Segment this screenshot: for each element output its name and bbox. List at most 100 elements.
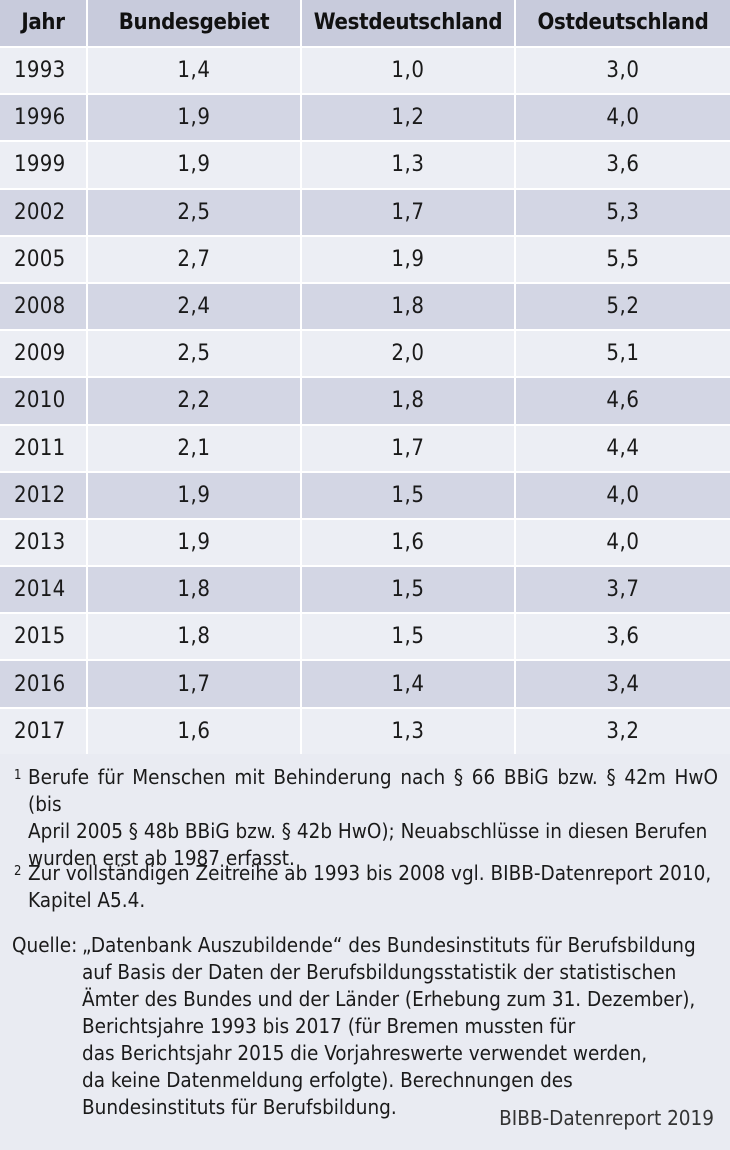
cell-jahr: 2005 bbox=[0, 236, 88, 282]
cell-bundesgebiet: 1,4 bbox=[88, 48, 302, 94]
cell-jahr: 2009 bbox=[0, 331, 88, 377]
header-jahr: Jahr bbox=[0, 0, 88, 46]
cell-westdeutschland: 1,9 bbox=[302, 236, 516, 282]
cell-bundesgebiet: 1,8 bbox=[88, 614, 302, 660]
table-row: 2008 2,4 1,8 5,2 bbox=[0, 281, 730, 330]
cell-bundesgebiet: 1,9 bbox=[88, 95, 302, 141]
cell-bundesgebiet: 2,4 bbox=[88, 283, 302, 330]
table-row: 1993 1,4 1,0 3,0 bbox=[0, 46, 730, 94]
cell-bundesgebiet: 1,9 bbox=[88, 142, 302, 188]
table-row: 1996 1,9 1,2 4,0 bbox=[0, 93, 730, 141]
cell-jahr: 2014 bbox=[0, 567, 88, 613]
footnote-2: 2 Zur vollständigen Zeitreihe ab 1993 bi… bbox=[14, 860, 714, 916]
cell-ostdeutschland: 4,6 bbox=[606, 388, 640, 414]
cell-westdeutschland: 1,0 bbox=[302, 48, 516, 94]
source-line: „Datenbank Auszubildende“ des Bundesinst… bbox=[82, 933, 696, 957]
cell-jahr: 1999 bbox=[0, 142, 88, 188]
header-bundesgebiet: Bundesgebiet bbox=[88, 0, 302, 46]
cell-bundesgebiet: 2,2 bbox=[88, 378, 302, 424]
cell-jahr: 2012 bbox=[0, 472, 88, 518]
cell-ostdeutschland: 5,3 bbox=[606, 199, 640, 225]
source-block: Quelle: „Datenbank Auszubildende“ des Bu… bbox=[0, 932, 730, 1132]
source-line: da keine Datenmeldung erfolgte). Berechn… bbox=[82, 1068, 573, 1092]
table-row: 2012 1,9 1,5 4,0 bbox=[0, 470, 730, 518]
cell-ostdeutschland: 3,7 bbox=[606, 577, 640, 603]
cell-westdeutschland: 1,7 bbox=[302, 425, 516, 471]
cell-westdeutschland: 1,6 bbox=[302, 519, 516, 566]
footnote-1-text: Berufe für Menschen mit Behinderung nach… bbox=[28, 764, 718, 872]
source-text: „Datenbank Auszubildende“ des Bundesinst… bbox=[82, 932, 702, 1121]
table-row: 2015 1,8 1,5 3,6 bbox=[0, 612, 730, 660]
table-row: 2009 2,5 2,0 5,1 bbox=[0, 329, 730, 377]
table-row: 2005 2,7 1,9 5,5 bbox=[0, 234, 730, 282]
cell-ostdeutschland: 5,2 bbox=[606, 294, 640, 320]
cell-jahr: 2002 bbox=[0, 189, 88, 235]
cell-westdeutschland: 1,3 bbox=[302, 708, 516, 754]
cell-westdeutschland: 1,5 bbox=[302, 614, 516, 660]
cell-ostdeutschland: 5,5 bbox=[606, 246, 640, 272]
cell-ostdeutschland: 5,1 bbox=[606, 341, 640, 367]
cell-bundesgebiet: 1,7 bbox=[88, 661, 302, 707]
footnote-line: Zur vollständigen Zeitreihe ab 1993 bis … bbox=[28, 861, 712, 885]
cell-westdeutschland: 1,3 bbox=[302, 142, 516, 188]
cell-ostdeutschland: 4,0 bbox=[606, 482, 640, 508]
cell-jahr: 2011 bbox=[0, 425, 88, 471]
cell-bundesgebiet: 2,5 bbox=[88, 189, 302, 235]
source-line: auf Basis der Daten der Berufsbildungsst… bbox=[82, 960, 677, 984]
cell-ostdeutschland: 4,0 bbox=[606, 529, 640, 555]
cell-jahr: 2017 bbox=[0, 708, 88, 754]
cell-ostdeutschland: 3,6 bbox=[606, 152, 640, 178]
cell-westdeutschland: 1,5 bbox=[302, 472, 516, 518]
source-label: Quelle: bbox=[12, 933, 78, 957]
footnote-line: Berufe für Menschen mit Behinderung nach… bbox=[28, 765, 718, 816]
cell-jahr: 2016 bbox=[0, 661, 88, 707]
table-row: 2011 2,1 1,7 4,4 bbox=[0, 423, 730, 471]
footnote-1-marker: 1 bbox=[14, 768, 22, 783]
cell-westdeutschland: 1,8 bbox=[302, 283, 516, 330]
cell-ostdeutschland: 3,0 bbox=[606, 58, 640, 84]
table-body: 1993 1,4 1,0 3,0 1996 1,9 1,2 4,0 1999 1,9 1,3 3,6 2… bbox=[0, 46, 730, 754]
cell-westdeutschland: 1,5 bbox=[302, 567, 516, 613]
data-table: Jahr Bundesgebiet Westdeutschland Ostdeu… bbox=[0, 0, 730, 754]
table-row: 2013 1,9 1,6 4,0 bbox=[0, 517, 730, 566]
header-westdeutschland: Westdeutschland bbox=[302, 0, 516, 46]
source-line: Berichtsjahre 1993 bis 2017 (für Bremen … bbox=[82, 1014, 576, 1038]
cell-jahr: 2008 bbox=[0, 283, 88, 330]
cell-ostdeutschland: 4,4 bbox=[606, 435, 640, 461]
cell-jahr: 2013 bbox=[0, 519, 88, 566]
cell-ostdeutschland: 3,6 bbox=[606, 624, 640, 650]
source-line: das Berichtsjahr 2015 die Vorjahreswerte… bbox=[82, 1041, 648, 1065]
cell-westdeutschland: 1,2 bbox=[302, 95, 516, 141]
footnote-line: Kapitel A5.4. bbox=[28, 888, 146, 912]
cell-westdeutschland: 1,7 bbox=[302, 189, 516, 235]
cell-bundesgebiet: 1,6 bbox=[88, 708, 302, 754]
table-row: 2014 1,8 1,5 3,7 bbox=[0, 565, 730, 613]
cell-jahr: 1996 bbox=[0, 95, 88, 141]
footnote-line: April 2005 § 48b BBiG bzw. § 42b HwO); N… bbox=[28, 819, 708, 843]
cell-bundesgebiet: 1,9 bbox=[88, 472, 302, 518]
cell-bundesgebiet: 2,7 bbox=[88, 236, 302, 282]
table-row: 2017 1,6 1,3 3,2 bbox=[0, 706, 730, 754]
cell-bundesgebiet: 2,5 bbox=[88, 331, 302, 377]
cell-jahr: 2015 bbox=[0, 614, 88, 660]
footnote-1: 1 Berufe für Menschen mit Behinderung na… bbox=[14, 764, 718, 870]
table-header: Jahr Bundesgebiet Westdeutschland Ostdeu… bbox=[0, 0, 730, 46]
cell-bundesgebiet: 1,8 bbox=[88, 567, 302, 613]
source-line: Bundesinstituts für Berufsbildung. bbox=[82, 1095, 397, 1119]
cell-bundesgebiet: 1,9 bbox=[88, 519, 302, 566]
publication-credit: BIBB-Datenreport 2019 bbox=[499, 1106, 714, 1130]
cell-jahr: 1993 bbox=[0, 48, 88, 94]
cell-bundesgebiet: 2,1 bbox=[88, 425, 302, 471]
cell-westdeutschland: 1,8 bbox=[302, 378, 516, 424]
table-row: 2016 1,7 1,4 3,4 bbox=[0, 659, 730, 707]
header-ostdeutschland: Ostdeutschland bbox=[537, 10, 709, 35]
table-row: 2002 2,5 1,7 5,3 bbox=[0, 187, 730, 235]
footnote-line: wurden erst ab 1987 erfasst. bbox=[28, 846, 295, 870]
notes-section: 1 Berufe für Menschen mit Behinderung na… bbox=[0, 756, 730, 1150]
cell-ostdeutschland: 4,0 bbox=[606, 105, 640, 131]
cell-westdeutschland: 2,0 bbox=[302, 331, 516, 377]
table-row: 2010 2,2 1,8 4,6 bbox=[0, 376, 730, 424]
source-line: Ämter des Bundes und der Länder (Erhebun… bbox=[82, 987, 696, 1011]
cell-jahr: 2010 bbox=[0, 378, 88, 424]
cell-ostdeutschland: 3,4 bbox=[606, 671, 640, 697]
